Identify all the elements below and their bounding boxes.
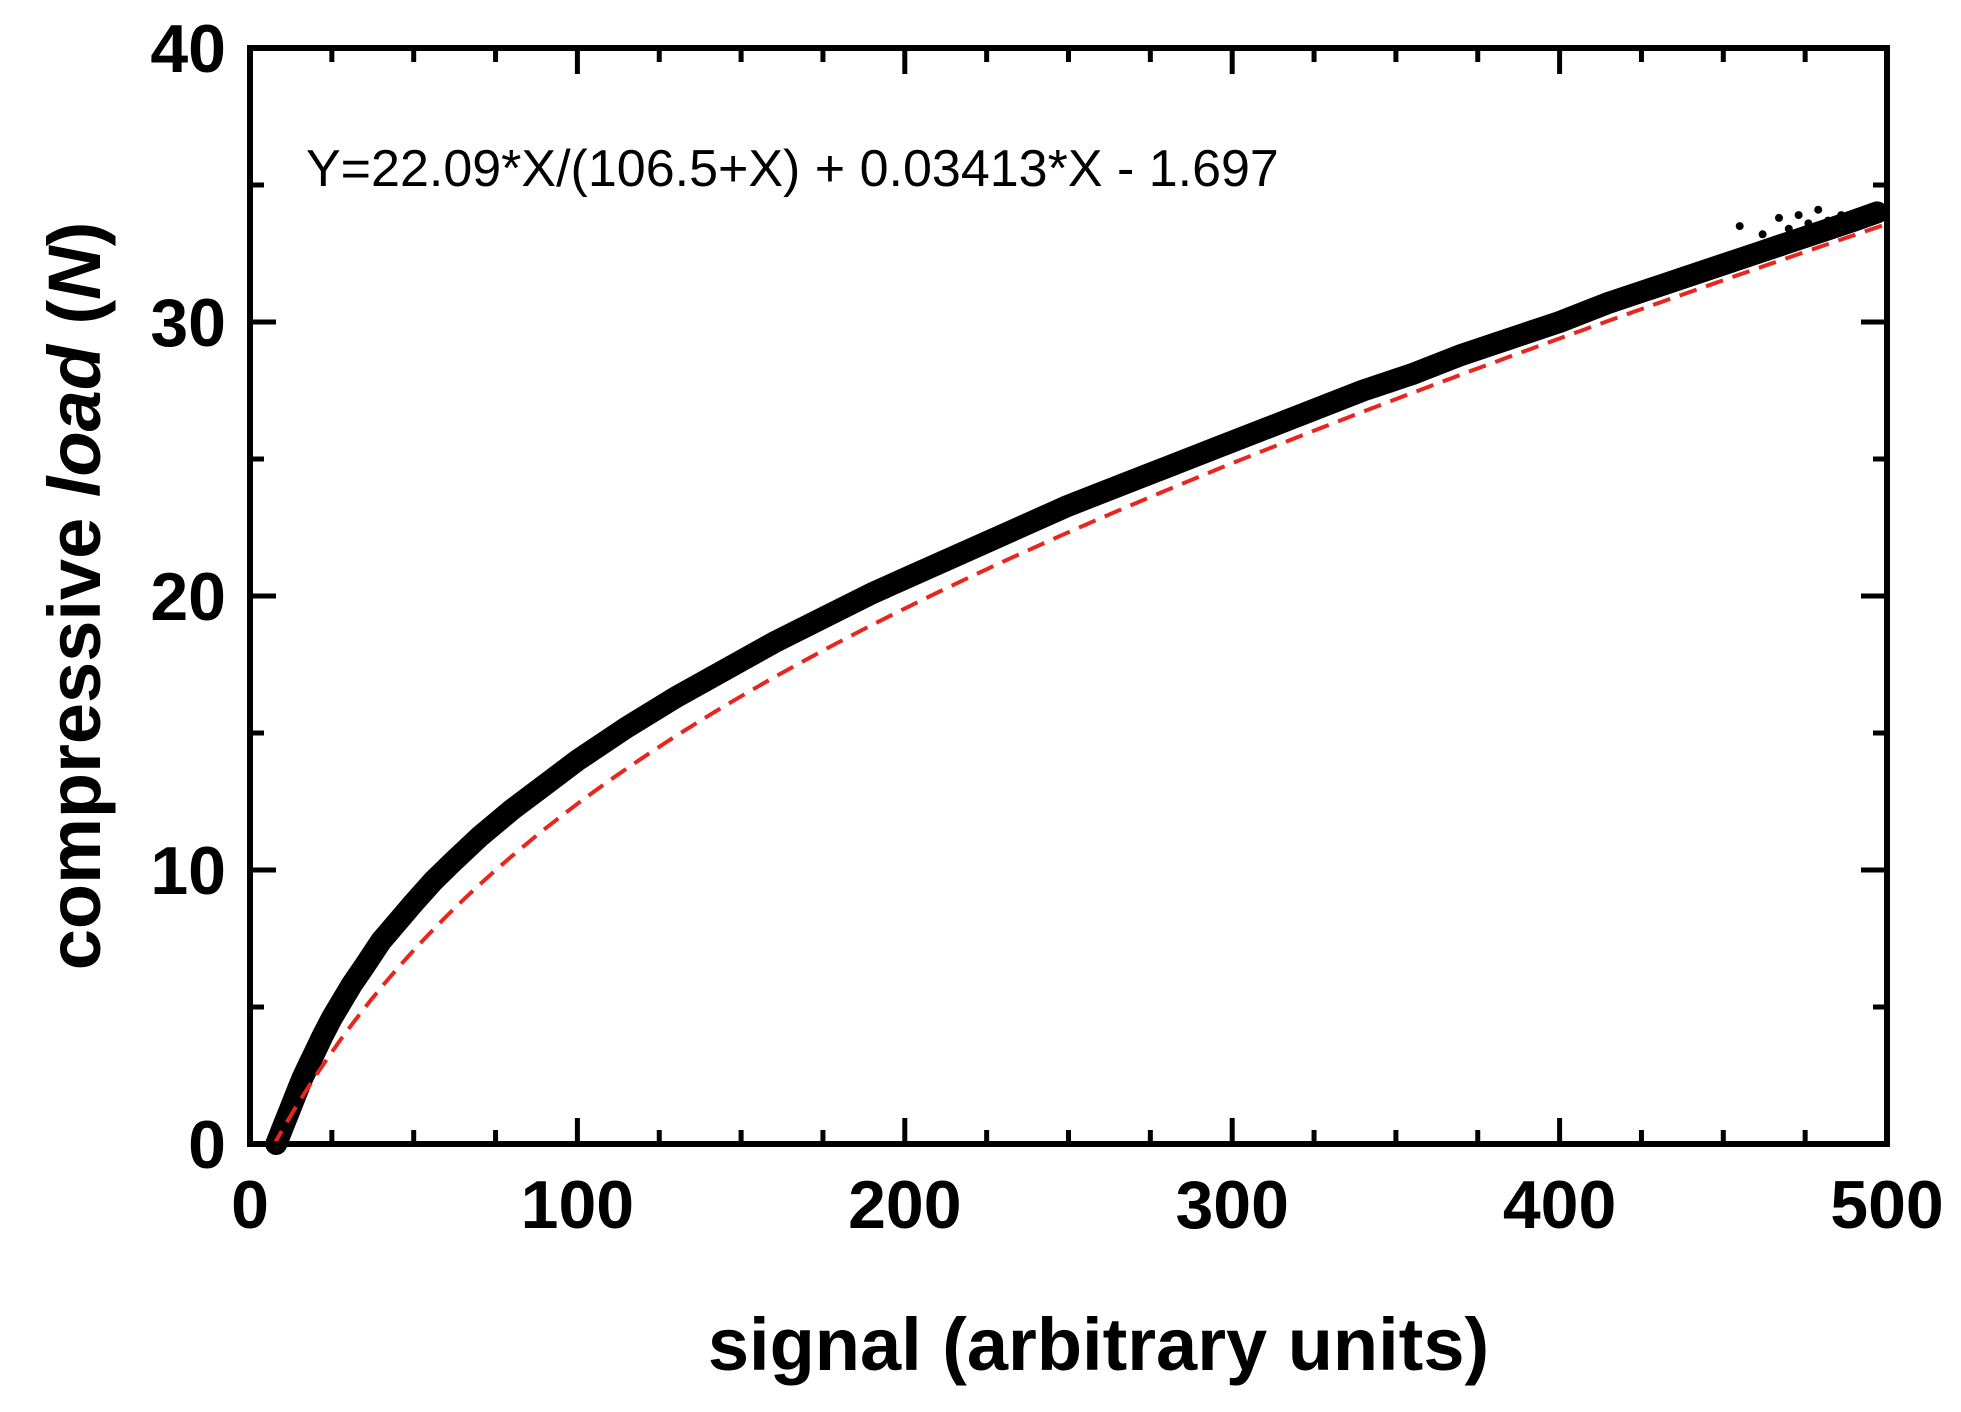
outlier-point: [1863, 208, 1872, 217]
data-point: [1784, 238, 1793, 247]
outlier-point: [1735, 222, 1744, 231]
data-point: [720, 666, 729, 674]
y-axis-title-part: N: [33, 245, 116, 300]
outlier-point: [1775, 213, 1783, 222]
x-tick-labels: 0 100 200 300 400 500: [231, 1167, 1944, 1243]
outlier-point: [1758, 230, 1767, 239]
data-point: [1113, 482, 1122, 491]
outlier-point: [1876, 213, 1885, 222]
y-axis-title-part: compressive: [33, 497, 116, 970]
data-point: [1408, 370, 1417, 379]
x-tick-label: 300: [1175, 1167, 1288, 1243]
x-tick-label: 100: [521, 1167, 634, 1243]
axis-ticks: [247, 45, 1890, 1147]
data-band: [265, 201, 1889, 1155]
data-point: [377, 937, 385, 946]
data-point: [818, 613, 827, 622]
data-point: [327, 1014, 336, 1022]
y-axis-title-part: ): [33, 222, 116, 247]
data-point: [1817, 227, 1826, 236]
data-point: [1653, 282, 1662, 291]
data-point: [507, 805, 516, 814]
data-point: [1702, 265, 1711, 274]
data-point: [337, 997, 346, 1006]
data-point: [360, 961, 369, 970]
y-axis-title-part: (: [33, 300, 116, 346]
fit-equation-annotation: Y=22.09*X/(106.5+X) + 0.03413*X - 1.697: [306, 140, 1279, 198]
plot-frame: [247, 45, 1890, 1147]
data-point: [1752, 249, 1760, 258]
outlier-point: [1804, 219, 1813, 228]
data-point: [1555, 318, 1564, 326]
x-tick-label: 200: [848, 1167, 961, 1243]
data-points: [265, 201, 1889, 1155]
fit-line: [271, 223, 1885, 1148]
y-axis-title-part: load: [33, 343, 116, 497]
x-axis-title: signal (arbitrary units): [708, 1303, 1489, 1386]
y-tick-labels: 0 10 20 30 40: [150, 11, 226, 1183]
data-point: [291, 1090, 300, 1099]
y-tick-label: 30: [150, 285, 226, 361]
data-point: [573, 756, 582, 765]
outlier-point: [1814, 205, 1823, 214]
data-point: [1604, 298, 1613, 307]
outlier-point: [1794, 211, 1803, 220]
data-point: [278, 1123, 287, 1132]
y-tick-label: 40: [150, 11, 226, 87]
data-point: [1211, 444, 1220, 452]
y-tick-label: 10: [150, 833, 226, 909]
data-point: [769, 638, 778, 647]
outlier-point: [1824, 216, 1833, 225]
data-point: [1015, 523, 1024, 532]
x-tick-label: 400: [1503, 1167, 1616, 1243]
outlier-point: [1837, 211, 1846, 220]
data-point: [1359, 386, 1368, 395]
data-point: [449, 857, 457, 866]
data-point: [1310, 405, 1318, 414]
data-point: [1457, 350, 1466, 359]
x-tick-label: 500: [1830, 1167, 1943, 1243]
data-point: [966, 545, 975, 554]
data-point: [540, 781, 549, 790]
y-tick-label: 20: [150, 559, 226, 635]
data-point: [311, 1046, 320, 1055]
data-point: [298, 1074, 307, 1083]
data-point: [1064, 501, 1073, 510]
data-point: [304, 1060, 313, 1069]
data-point: [429, 877, 438, 885]
data-point: [409, 898, 418, 907]
data-point: [868, 589, 877, 598]
outlier-point: [1850, 219, 1859, 228]
data-point: [318, 1033, 326, 1042]
data-point: [671, 693, 680, 702]
data-point: [1260, 424, 1269, 433]
data-point: [347, 981, 356, 990]
x-tick-label: 0: [231, 1167, 269, 1243]
data-point: [622, 723, 631, 732]
data-point: [1506, 334, 1515, 343]
data-point: [475, 833, 484, 842]
data-point: [1162, 463, 1171, 472]
data-point: [917, 567, 926, 576]
outlier-points: [1735, 205, 1885, 239]
y-axis-title: compressive load (N): [33, 222, 116, 971]
outlier-point: [1784, 224, 1793, 233]
data-point: [393, 918, 402, 927]
y-tick-label: 0: [188, 1107, 226, 1183]
